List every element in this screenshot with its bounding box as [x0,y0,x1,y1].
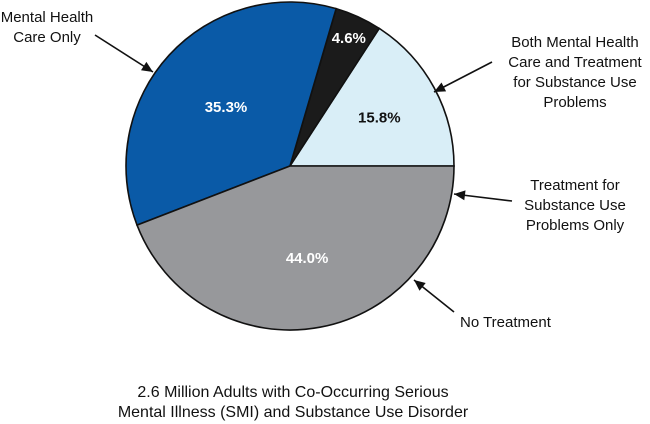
slice-value-label-both: 15.8% [358,109,401,126]
chart-caption: 2.6 Million Adults with Co-Occurring Ser… [118,384,469,421]
callout-labels: Both Mental Health Care and Treatment for … [1,9,643,331]
slice-value-labels: 15.8% 4.6% 35.3% 44.0% [205,30,401,267]
pie-slice-both [288,27,455,167]
slice-value-label-no-treatment: 35.3% [205,99,248,116]
pie-slices [125,1,455,331]
pie-slice-no-treatment [125,1,338,227]
callout-arrow-substance-only [453,190,513,202]
callout-label-both: Both Mental Health Care and Treatment for … [508,34,642,111]
callout-arrows [94,34,513,313]
callout-label-substance-only: Treatment for Substance Use Problems Only [524,177,626,234]
callout-label-no-treatment: No Treatment [460,314,552,331]
callout-arrow-mental-health-only [94,34,154,73]
callout-arrow-no-treatment [413,279,455,313]
slice-value-label-substance-only: 4.6% [332,30,366,47]
callout-label-mental-health-only: Mental Health Care Only [1,9,94,46]
slice-value-label-mental-health-only: 44.0% [286,250,329,267]
callout-arrow-both [433,61,493,93]
pie-slice-mental-health-only [135,165,455,331]
